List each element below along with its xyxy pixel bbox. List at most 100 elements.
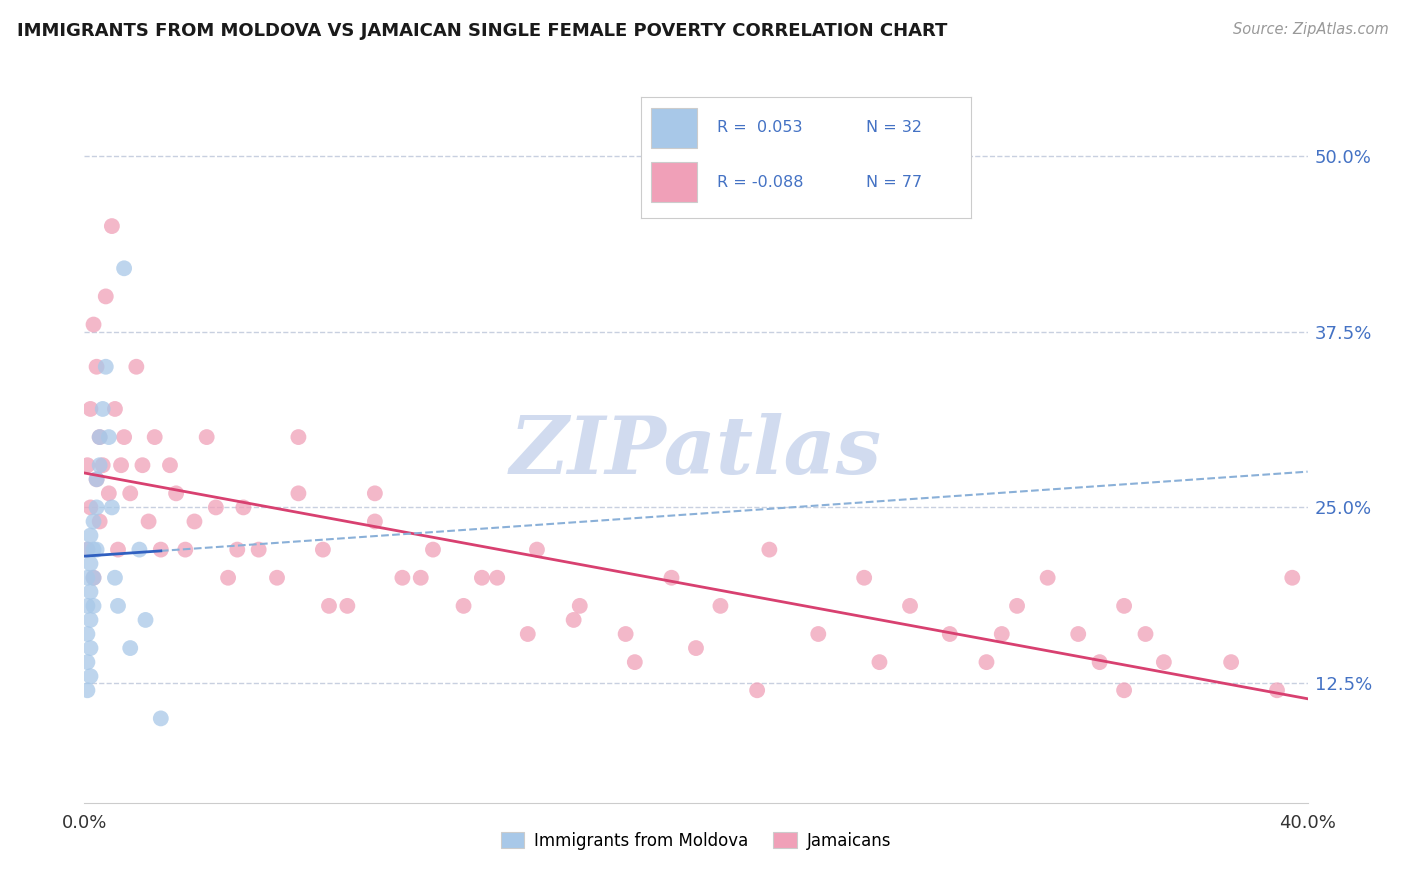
Point [149,542,172,557]
Point [86,472,108,486]
Point [364,486,387,500]
Point [1265,683,1288,698]
Point [471,571,494,585]
Text: IMMIGRANTS FROM MOLDOVA VS JAMAICAN SINGLE FEMALE POVERTY CORRELATION CHART: IMMIGRANTS FROM MOLDOVA VS JAMAICAN SING… [17,22,948,40]
Point [91,401,114,416]
Point [83,599,105,613]
Point [624,655,647,669]
Point [135,613,157,627]
Point [409,571,432,585]
Point [853,571,876,585]
Point [1114,599,1136,613]
Point [107,542,129,557]
Point [101,500,124,515]
Point [661,571,683,585]
Point [76,627,98,641]
Point [83,542,105,557]
Point [391,571,413,585]
Point [79,584,101,599]
Point [79,557,101,571]
Point [79,641,101,656]
Point [747,683,769,698]
Point [149,711,172,725]
Point [205,500,228,515]
Point [247,542,270,557]
Point [76,599,98,613]
Point [79,528,101,542]
Point [1220,655,1243,669]
Legend: Immigrants from Moldova, Jamaicans: Immigrants from Moldova, Jamaicans [494,825,898,856]
Point [76,571,98,585]
Point [287,486,309,500]
Point [758,542,780,557]
Point [79,613,101,627]
Point [104,571,127,585]
Point [364,515,387,529]
Point [83,515,105,529]
Point [83,318,105,332]
Point [318,599,340,613]
Point [107,599,129,613]
Point [287,430,309,444]
Point [138,515,160,529]
Point [422,542,444,557]
Point [898,599,921,613]
Point [131,458,153,473]
Point [1153,655,1175,669]
Point [183,515,205,529]
Point [568,599,591,613]
Point [159,458,181,473]
Point [97,486,120,500]
Point [83,571,105,585]
Point [516,627,538,641]
Point [165,486,187,500]
Text: ZIPatlas: ZIPatlas [510,413,882,491]
Point [526,542,548,557]
Point [79,500,101,515]
Point [562,613,585,627]
Point [101,219,124,233]
Point [89,458,111,473]
Point [76,542,98,557]
Point [232,500,254,515]
Point [76,655,98,669]
Point [1135,627,1157,641]
Point [86,472,108,486]
Point [226,542,249,557]
Point [94,289,117,303]
Point [1114,683,1136,698]
Point [110,458,132,473]
Point [939,627,962,641]
Point [614,627,637,641]
Point [685,641,707,656]
Text: Source: ZipAtlas.com: Source: ZipAtlas.com [1233,22,1389,37]
Point [112,430,135,444]
Point [125,359,148,374]
Point [312,542,335,557]
Point [76,542,98,557]
Point [83,571,105,585]
Point [195,430,218,444]
Point [94,359,117,374]
Point [1281,571,1303,585]
Point [89,430,111,444]
Point [486,571,509,585]
Point [1005,599,1028,613]
Point [1088,655,1111,669]
Point [143,430,166,444]
Point [120,641,142,656]
Point [86,500,108,515]
Point [869,655,891,669]
Point [89,515,111,529]
Point [91,458,114,473]
Point [104,401,127,416]
Point [1067,627,1090,641]
Point [266,571,288,585]
Point [128,542,150,557]
Point [89,430,111,444]
Point [112,261,135,276]
Point [97,430,120,444]
Point [79,669,101,683]
Point [86,359,108,374]
Point [807,627,830,641]
